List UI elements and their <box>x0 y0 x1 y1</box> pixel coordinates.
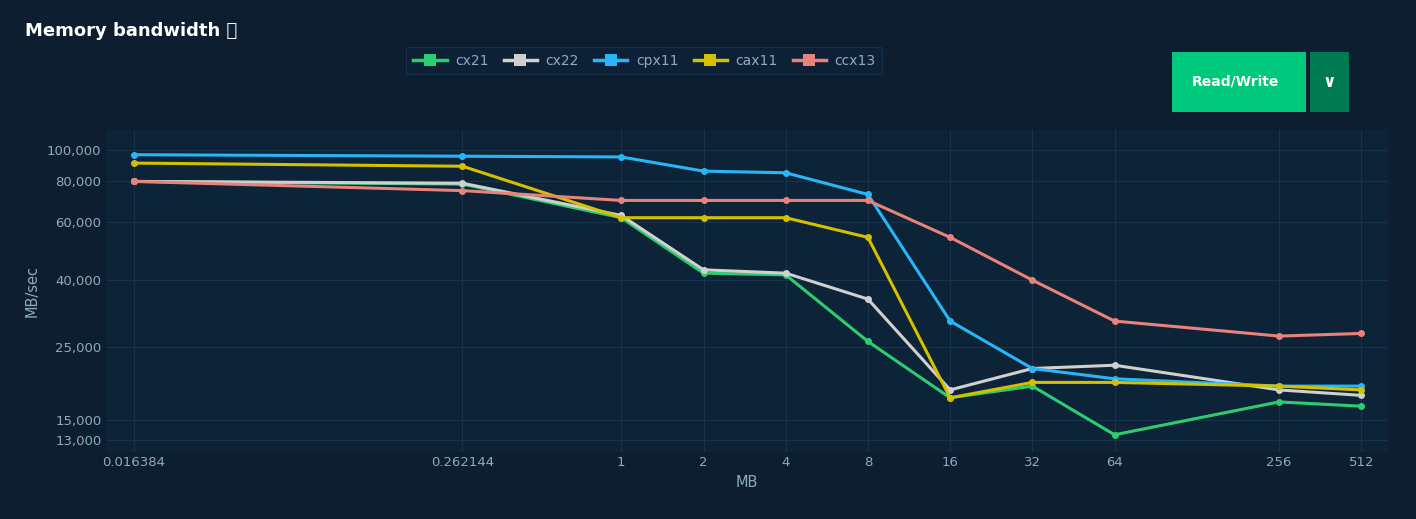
cx21 <box>455 181 472 187</box>
Legend: cx21, cx22, cpx11, cax11, ccx13: cx21, cx22, cpx11, cax11, ccx13 <box>406 47 882 75</box>
cax11 <box>1270 383 1287 389</box>
Text: Read/Write: Read/Write <box>1191 75 1279 89</box>
ccx13 <box>1270 333 1287 339</box>
ccx13 <box>1106 318 1123 324</box>
cax11 <box>777 214 794 221</box>
ccx13 <box>860 197 877 203</box>
Line: ccx13: ccx13 <box>130 179 1364 339</box>
cx21 <box>695 270 712 276</box>
cx22 <box>125 179 142 185</box>
cax11 <box>455 163 472 169</box>
cax11 <box>860 234 877 240</box>
ccx13 <box>125 179 142 185</box>
ccx13 <box>613 197 630 203</box>
ccx13 <box>1024 277 1041 283</box>
cpx11 <box>860 192 877 198</box>
cpx11 <box>613 154 630 160</box>
cx21 <box>1106 432 1123 438</box>
cx22 <box>1270 387 1287 393</box>
cax11 <box>942 394 959 401</box>
cx21 <box>860 338 877 345</box>
cx22 <box>695 267 712 273</box>
cx21 <box>777 272 794 278</box>
Text: Memory bandwidth ⓘ: Memory bandwidth ⓘ <box>25 22 238 40</box>
cpx11 <box>1352 383 1369 389</box>
ccx13 <box>695 197 712 203</box>
FancyBboxPatch shape <box>1165 49 1313 115</box>
cpx11 <box>1024 365 1041 372</box>
cax11 <box>1106 379 1123 386</box>
cx22 <box>777 270 794 276</box>
ccx13 <box>777 197 794 203</box>
cx22 <box>1024 365 1041 372</box>
Line: cpx11: cpx11 <box>130 152 1364 389</box>
cpx11 <box>455 153 472 159</box>
cax11 <box>1024 379 1041 386</box>
cx21 <box>942 394 959 401</box>
cpx11 <box>777 170 794 176</box>
cpx11 <box>125 152 142 158</box>
ccx13 <box>942 234 959 240</box>
ccx13 <box>455 187 472 194</box>
X-axis label: MB: MB <box>736 475 758 490</box>
cx21 <box>1024 383 1041 389</box>
cax11 <box>695 214 712 221</box>
ccx13 <box>1352 331 1369 337</box>
Text: ∨: ∨ <box>1323 73 1337 91</box>
cx22 <box>1106 362 1123 368</box>
Line: cax11: cax11 <box>130 160 1364 401</box>
cx22 <box>942 387 959 393</box>
cpx11 <box>1270 383 1287 389</box>
Y-axis label: MB/sec: MB/sec <box>25 265 40 317</box>
cax11 <box>125 160 142 166</box>
cx22 <box>455 180 472 186</box>
cx21 <box>125 179 142 185</box>
cx22 <box>1352 392 1369 399</box>
Line: cx21: cx21 <box>130 179 1364 438</box>
cpx11 <box>942 318 959 324</box>
cx21 <box>1270 399 1287 405</box>
cx21 <box>613 214 630 221</box>
cpx11 <box>695 168 712 174</box>
cpx11 <box>1106 376 1123 382</box>
cax11 <box>613 214 630 221</box>
cx21 <box>1352 403 1369 409</box>
cx22 <box>860 296 877 302</box>
cax11 <box>1352 387 1369 393</box>
cx22 <box>613 212 630 218</box>
FancyBboxPatch shape <box>1308 49 1351 115</box>
Line: cx22: cx22 <box>130 179 1364 398</box>
